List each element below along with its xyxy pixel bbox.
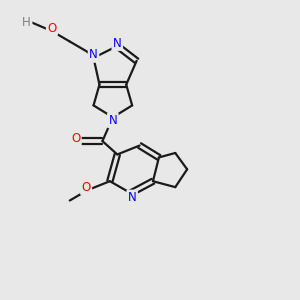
Text: N: N <box>128 191 136 204</box>
Text: N: N <box>89 48 98 62</box>
Text: N: N <box>109 114 117 127</box>
Text: O: O <box>47 22 56 34</box>
Text: N: N <box>113 37 122 50</box>
Text: O: O <box>82 181 91 194</box>
Text: H: H <box>22 16 31 29</box>
Text: O: O <box>71 132 80 145</box>
